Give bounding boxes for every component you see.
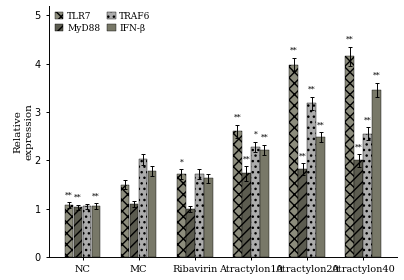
Bar [354,160,363,257]
Bar [298,169,307,257]
Bar [372,90,381,257]
Text: *: * [254,131,257,139]
Bar [186,209,195,257]
Bar [289,65,298,257]
Text: **: ** [234,114,241,122]
Bar [307,103,316,257]
Bar [195,174,204,257]
Text: **: ** [261,134,268,142]
Text: **: ** [74,194,82,202]
Text: **: ** [364,116,372,125]
Bar [148,171,156,257]
Text: **: ** [346,36,354,44]
Bar [83,206,91,257]
Bar [74,207,82,257]
Bar [139,159,147,257]
Text: **: ** [373,72,381,80]
Text: **: ** [355,143,363,151]
Bar [251,147,260,257]
Text: **: ** [299,152,307,160]
Bar [242,173,251,257]
Bar [345,56,354,257]
Text: *: * [179,158,183,166]
Bar [65,205,74,257]
Bar [316,137,325,257]
Bar [177,174,185,257]
Legend: TLR7, MyD88, TRAF6, IFN-β: TLR7, MyD88, TRAF6, IFN-β [53,10,152,34]
Bar [130,204,139,257]
Y-axis label: Relative
expression: Relative expression [14,103,33,160]
Bar [260,150,269,257]
Bar [121,185,130,257]
Bar [204,178,213,257]
Text: **: ** [92,193,100,200]
Text: **: ** [308,86,316,94]
Bar [92,206,100,257]
Text: **: ** [242,155,250,163]
Bar [364,134,372,257]
Text: **: ** [290,47,297,55]
Bar [233,131,242,257]
Text: **: ** [65,192,73,200]
Text: **: ** [317,122,324,129]
